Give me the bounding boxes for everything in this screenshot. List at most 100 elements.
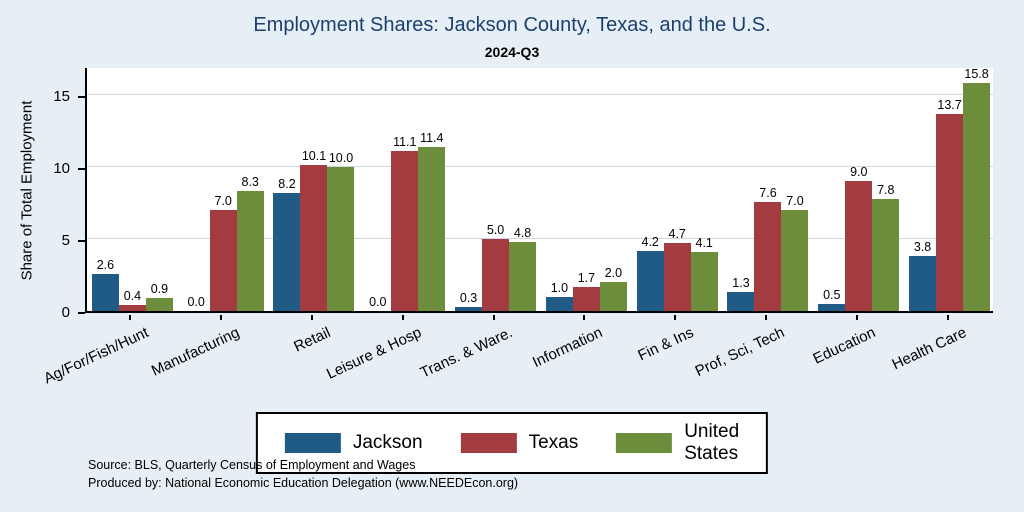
bar-value-label: 0.9 xyxy=(150,282,169,296)
x-tick-mark xyxy=(220,315,223,320)
gridline-y-10 xyxy=(87,165,993,167)
bar-united-states: 0.9 xyxy=(145,282,173,311)
bar-texas: 7.0 xyxy=(209,194,237,311)
legend-swatch xyxy=(284,433,341,453)
bar-united-states: 10.0 xyxy=(327,151,355,311)
bar-value-label: 7.6 xyxy=(759,185,777,200)
x-tick-mark xyxy=(129,315,132,320)
bar-value-label: 10.1 xyxy=(301,149,327,164)
gridline-y-15 xyxy=(87,93,993,95)
y-tick-label: 15 xyxy=(53,87,70,105)
bar-united-states: 11.4 xyxy=(418,131,446,311)
bar-united-states: 2.0 xyxy=(599,266,627,311)
bar-value-label: 15.8 xyxy=(964,67,989,82)
bar-texas: 9.0 xyxy=(845,165,873,311)
bar-group: 0.3 5.0 4.8 xyxy=(450,68,541,311)
bar-value-label: 5.0 xyxy=(486,222,505,237)
bar-group: 1.3 7.6 7.0 xyxy=(723,68,814,311)
chart-title: Employment Shares: Jackson County, Texas… xyxy=(253,14,771,36)
x-tick-mark xyxy=(583,315,586,320)
bar-texas: 11.1 xyxy=(391,135,419,311)
plot-area: 2.6 0.4 0.9 0.0 7.0 8.3 8.2 10.1 10.0 0.0 11.1 11.4… xyxy=(85,67,995,313)
bar-group: 0.5 9.0 7.8 xyxy=(813,68,904,311)
y-tick-mark xyxy=(78,95,85,98)
source-note: Source: BLS, Quarterly Census of Employm… xyxy=(88,457,518,492)
legend-item-united-states: United States xyxy=(597,421,758,465)
source-line-2: Produced by: National Economic Education… xyxy=(88,475,519,490)
bar-group: 0.0 11.1 11.4 xyxy=(359,68,450,311)
bar-value-label: 2.6 xyxy=(96,257,115,272)
bar-united-states: 4.8 xyxy=(509,226,537,311)
bar-jackson: 0.3 xyxy=(455,291,483,311)
legend-label: Texas xyxy=(528,432,579,453)
bar-jackson: 3.8 xyxy=(909,240,937,311)
y-tick-label: 10 xyxy=(53,159,70,177)
bar-jackson: 0.5 xyxy=(818,288,846,311)
bar-value-label: 4.1 xyxy=(695,235,713,250)
bar-value-label: 10.0 xyxy=(328,150,354,165)
bar-value-label: 1.0 xyxy=(550,280,569,295)
x-tick-mark xyxy=(674,315,677,320)
x-axis: Ag/For/Fish/Hunt Manufacturing Retail Leisu… xyxy=(42,315,993,420)
bar-group: 4.2 4.7 4.1 xyxy=(632,68,723,311)
bar-texas: 0.4 xyxy=(118,289,146,311)
bar-united-states: 7.0 xyxy=(781,194,809,311)
bar-jackson: 4.2 xyxy=(636,235,664,311)
bar-value-label: 8.3 xyxy=(241,175,259,190)
bar-value-label: 4.7 xyxy=(668,227,686,242)
bar-united-states: 8.3 xyxy=(236,175,264,311)
legend-swatch xyxy=(460,433,517,453)
bar-value-label: 7.0 xyxy=(214,194,232,209)
bar-value-label: 0.0 xyxy=(187,295,205,309)
bar-united-states: 4.1 xyxy=(690,236,718,311)
bar-value-label: 4.8 xyxy=(513,225,532,240)
bar-value-label: 13.7 xyxy=(937,97,962,112)
bar-united-states: 7.8 xyxy=(872,183,900,311)
y-tick-mark xyxy=(78,312,85,314)
bar-jackson: 1.3 xyxy=(727,276,755,311)
legend-item-jackson: Jackson xyxy=(266,432,442,454)
x-tick-mark xyxy=(311,315,313,320)
source-line-1: Source: BLS, Quarterly Census of Employm… xyxy=(88,458,416,472)
bar-jackson: 8.2 xyxy=(273,177,301,311)
legend-swatch xyxy=(616,433,673,453)
x-tick-mark xyxy=(492,315,495,320)
x-tick-mark xyxy=(401,315,404,320)
bar-texas: 13.7 xyxy=(936,98,964,311)
bar-value-label: 1.7 xyxy=(577,270,596,285)
bar-jackson: 1.0 xyxy=(545,281,573,311)
legend: Jackson Texas United States xyxy=(255,412,769,474)
bar-value-label: 11.4 xyxy=(420,130,444,145)
y-tick-mark xyxy=(78,167,85,170)
bar-value-label: 1.3 xyxy=(732,276,750,291)
bar-value-label: 11.1 xyxy=(393,135,417,149)
y-tick-label: 5 xyxy=(61,231,70,249)
legend-label: United States xyxy=(684,421,740,464)
bar-texas: 5.0 xyxy=(482,223,510,311)
bar-value-label: 7.8 xyxy=(877,182,895,197)
bar-texas: 7.6 xyxy=(754,186,782,311)
bar-group: 1.0 1.7 2.0 xyxy=(541,68,632,311)
bar-group: 8.2 10.1 10.0 xyxy=(269,68,360,311)
bar-texas: 4.7 xyxy=(663,227,691,311)
bar-value-label: 7.0 xyxy=(786,194,804,209)
bar-value-label: 0.0 xyxy=(369,295,387,309)
bar-value-label: 0.4 xyxy=(123,289,142,304)
bar-jackson: 2.6 xyxy=(91,258,119,311)
bar-group: 3.8 13.7 15.8 xyxy=(904,67,995,311)
bar-texas: 10.1 xyxy=(300,149,328,311)
x-tick-mark xyxy=(765,315,767,320)
bar-value-label: 8.2 xyxy=(278,176,296,191)
bar-group: 0.0 7.0 8.3 xyxy=(178,68,269,311)
bar-value-label: 4.2 xyxy=(641,234,659,249)
gridline-y-5 xyxy=(87,237,993,239)
legend-item-texas: Texas xyxy=(442,432,598,454)
x-tick-mark xyxy=(855,315,858,320)
bar-united-states: 15.8 xyxy=(963,67,991,311)
legend-label: Jackson xyxy=(352,432,423,453)
bar-value-label: 0.5 xyxy=(823,287,841,302)
bar-value-label: 3.8 xyxy=(913,240,932,255)
y-tick-mark xyxy=(78,239,85,242)
bar-group: 2.6 0.4 0.9 xyxy=(87,68,178,311)
